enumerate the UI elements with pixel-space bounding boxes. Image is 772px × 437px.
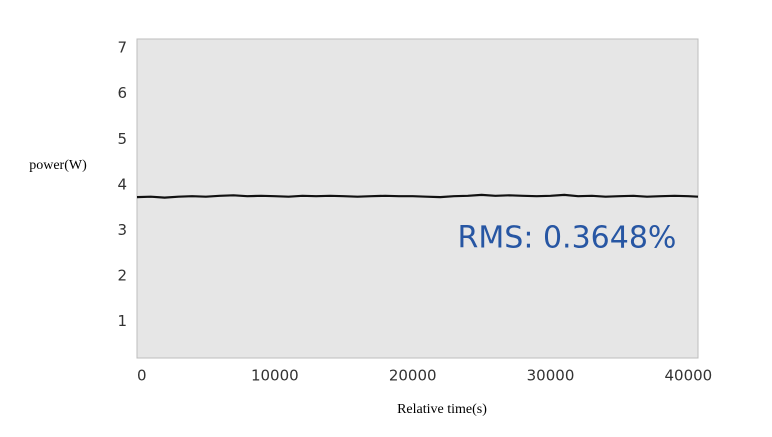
x-tick-label: 0	[137, 367, 147, 385]
x-tick-label: 10000	[251, 367, 299, 385]
x-axis-label: Relative time(s)	[397, 402, 487, 417]
x-tick-label: 20000	[389, 367, 437, 385]
y-tick-label: 5	[117, 130, 127, 148]
y-tick-label: 4	[117, 175, 127, 193]
annotation: RMS: 0.3648%	[458, 221, 677, 256]
y-tick-label: 6	[117, 84, 127, 102]
x-tick-label: 40000	[664, 367, 712, 385]
y-tick-label: 1	[117, 312, 127, 330]
plot-area	[136, 38, 699, 359]
data-line	[136, 193, 699, 199]
y-tick-label: 7	[117, 39, 127, 57]
y-axis-label: power(W)	[29, 158, 87, 173]
y-tick-label: 2	[117, 266, 127, 284]
x-tick-label: 30000	[527, 367, 575, 385]
y-tick-label: 3	[117, 221, 127, 239]
